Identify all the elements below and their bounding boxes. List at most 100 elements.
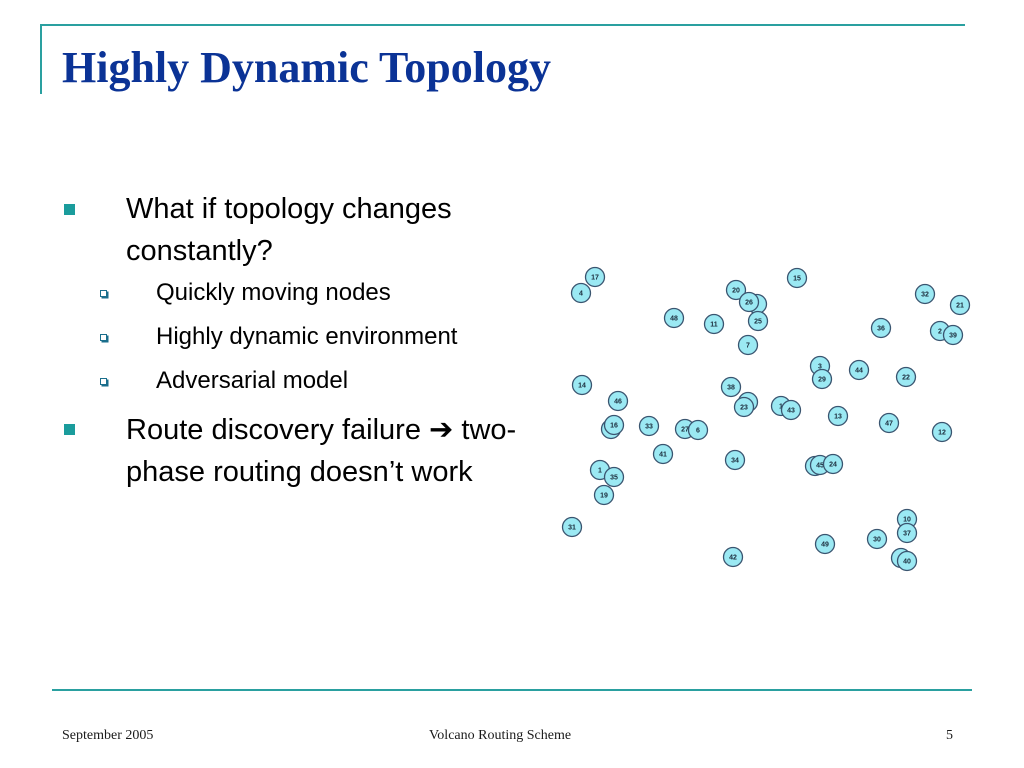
network-node-circle xyxy=(866,528,888,550)
network-node-circle xyxy=(722,546,744,568)
network-node-label: 34 xyxy=(731,458,739,465)
hollow-square-bullet-icon xyxy=(100,378,107,385)
network-node-label: 15 xyxy=(793,276,801,283)
network-node-label: 11 xyxy=(710,322,718,329)
bullet-2-text-after: two-phase routing doesn’t work xyxy=(126,414,517,488)
network-node-label: 21 xyxy=(956,303,964,310)
network-node-label: 33 xyxy=(645,424,653,431)
network-node: 35 xyxy=(603,466,625,488)
network-node: 32 xyxy=(914,283,936,305)
network-node: 33 xyxy=(638,415,660,437)
network-node: 37 xyxy=(896,522,918,544)
bullet-1: What if topology changes constantly? xyxy=(60,188,560,272)
network-node: 13 xyxy=(827,405,849,427)
network-node-label: 30 xyxy=(873,537,881,544)
network-node-circle xyxy=(811,368,833,390)
footer-date: September 2005 xyxy=(62,728,154,743)
network-node: 6 xyxy=(687,419,709,441)
network-node-label: 13 xyxy=(834,414,842,421)
network-node-circle xyxy=(814,533,836,555)
network-node-label: 25 xyxy=(754,319,762,326)
network-node-label: 41 xyxy=(659,452,667,459)
network-node-label: 31 xyxy=(568,525,576,532)
network-node-circle xyxy=(896,522,918,544)
network-node: 11 xyxy=(703,313,725,335)
hollow-square-bullet-icon xyxy=(100,334,107,341)
bullet-2-text-before: Route discovery failure xyxy=(126,414,421,446)
network-node-circle xyxy=(593,484,615,506)
network-node-circle xyxy=(687,419,709,441)
network-node-label: 26 xyxy=(745,300,753,307)
network-node-label: 12 xyxy=(938,430,946,437)
network-node: 40 xyxy=(896,550,918,572)
network-node-circle xyxy=(780,399,802,421)
network-node-label: 14 xyxy=(578,383,586,390)
network-node: 4 xyxy=(570,282,592,304)
network-node-label: 17 xyxy=(591,275,599,282)
network-node-circle xyxy=(663,307,685,329)
footer-center: Volcano Routing Scheme xyxy=(429,728,572,743)
network-node-label: 32 xyxy=(921,292,929,299)
network-node-circle xyxy=(603,414,625,436)
network-node-label: 7 xyxy=(746,343,750,350)
network-node-circle xyxy=(895,366,917,388)
network-node-circle xyxy=(822,453,844,475)
network-node-label: 10 xyxy=(903,517,911,524)
network-node-circle xyxy=(703,313,725,335)
network-node: 25 xyxy=(747,310,769,332)
network-node: 16 xyxy=(603,414,625,436)
network-node-circle xyxy=(725,279,747,301)
bullet-1-text: What if topology changes constantly? xyxy=(126,193,452,267)
network-node: 7 xyxy=(737,334,759,356)
network-node-circle xyxy=(733,396,755,418)
bullet-list: What if topology changes constantly? Qui… xyxy=(60,188,560,497)
subbullet-1: Quickly moving nodes xyxy=(60,276,560,310)
network-node-label: 20 xyxy=(732,288,740,295)
network-node: 38 xyxy=(720,376,742,398)
subbullet-1-text: Quickly moving nodes xyxy=(156,279,391,306)
network-node-circle xyxy=(896,550,918,572)
subbullet-2-text: Highly dynamic environment xyxy=(156,323,458,350)
network-node: 17 xyxy=(584,266,606,288)
hollow-square-bullet-icon xyxy=(100,290,107,297)
network-node-circle xyxy=(931,421,953,443)
bottom-rule xyxy=(52,689,972,691)
network-node: 15 xyxy=(786,267,808,289)
network-node: 19 xyxy=(593,484,615,506)
slide-title: Highly Dynamic Topology xyxy=(62,43,552,92)
right-arrow-icon: ➔ xyxy=(429,412,454,446)
network-node-label: 43 xyxy=(787,408,795,415)
network-node-label: 22 xyxy=(902,375,910,382)
network-node-circle xyxy=(786,267,808,289)
network-node-circle xyxy=(914,283,936,305)
network-node-label: 45 xyxy=(816,463,824,470)
network-node-label: 37 xyxy=(903,531,911,538)
top-rule xyxy=(40,24,965,26)
square-bullet-icon xyxy=(64,204,75,215)
network-node-label: 40 xyxy=(903,559,911,566)
network-node-circle xyxy=(870,317,892,339)
footer-page-number: 5 xyxy=(946,728,953,743)
network-node: 24 xyxy=(822,453,844,475)
network-node-circle xyxy=(949,294,971,316)
network-node-label: 38 xyxy=(727,385,735,392)
network-node: 12 xyxy=(931,421,953,443)
subbullet-2: Highly dynamic environment xyxy=(60,320,560,354)
network-node-label: 1 xyxy=(598,468,602,475)
network-node: 22 xyxy=(895,366,917,388)
network-node-label: 49 xyxy=(821,542,829,549)
left-rule xyxy=(40,24,42,94)
network-node: 43 xyxy=(780,399,802,421)
network-node: 31 xyxy=(561,516,583,538)
network-node-circle xyxy=(652,443,674,465)
network-node-label: 36 xyxy=(877,326,885,333)
network-node-label: 24 xyxy=(829,462,837,469)
network-node: 20 xyxy=(725,279,747,301)
network-node-label: 6 xyxy=(696,428,700,435)
network-node-label: 44 xyxy=(855,368,863,375)
network-node: 46 xyxy=(607,390,629,412)
network-node-label: 47 xyxy=(885,421,893,428)
network-node-circle xyxy=(584,266,606,288)
network-node: 21 xyxy=(949,294,971,316)
